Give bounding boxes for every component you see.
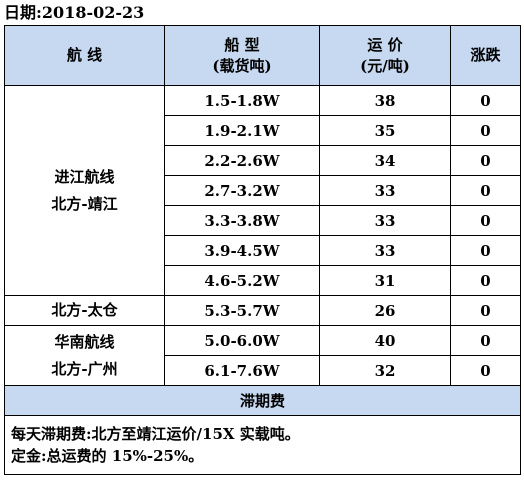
table-row: 进江航线 北方-靖江 1.5-1.8W 38 0 bbox=[4, 85, 521, 296]
ship-type-cell: 2.2-2.6W bbox=[164, 145, 320, 176]
route-line2: 北方-广州 bbox=[51, 359, 118, 378]
ship-type-cell: 5.0-6.0W bbox=[164, 325, 320, 356]
route-line1: 华南航线 bbox=[54, 332, 115, 351]
rate-cell: 33 bbox=[319, 205, 451, 236]
header-ship-type-line1: 船 型 bbox=[224, 35, 260, 54]
rate-cell: 40 bbox=[319, 325, 451, 356]
table-row: 北方-太仓 5.3-5.7W 26 0 bbox=[4, 295, 521, 326]
change-cell: 0 bbox=[450, 175, 521, 206]
header-row: 航 线 船 型 (载货吨) 运 价 (元/吨) 涨跌 bbox=[4, 25, 521, 86]
deposit-note: 定金:总运费的 15%-25%。 bbox=[11, 447, 204, 465]
ship-type-cell: 6.1-7.6W bbox=[164, 355, 320, 386]
rate-cell: 33 bbox=[319, 175, 451, 206]
change-cell: 0 bbox=[450, 145, 521, 176]
rate-cell: 33 bbox=[319, 235, 451, 266]
change-cell: 0 bbox=[450, 325, 521, 356]
table-row: 2.7-3.2W 33 0 bbox=[5, 175, 521, 206]
header-rate-line2: (元/吨) bbox=[360, 56, 410, 75]
change-cell: 0 bbox=[450, 355, 521, 386]
change-cell: 0 bbox=[450, 265, 521, 296]
ship-type-cell: 1.5-1.8W bbox=[164, 85, 320, 116]
ship-type-cell: 2.7-3.2W bbox=[164, 175, 320, 206]
table-row: 华南航线 北方-广州 5.0-6.0W 40 0 bbox=[4, 325, 521, 386]
header-ship-type: 船 型 (载货吨) bbox=[164, 25, 320, 86]
header-rate: 运 价 (元/吨) bbox=[319, 25, 451, 86]
demurrage-title: 滞期费 bbox=[4, 385, 521, 416]
rate-cell: 38 bbox=[319, 85, 451, 116]
ship-type-cell: 5.3-5.7W bbox=[164, 295, 320, 326]
freight-rate-table: 航 线 船 型 (载货吨) 运 价 (元/吨) 涨跌 进江航线 北方-靖江 1.… bbox=[4, 25, 521, 475]
rate-cell: 35 bbox=[319, 115, 451, 146]
route-cell-taicang: 北方-太仓 bbox=[4, 295, 165, 326]
rate-cell: 34 bbox=[319, 145, 451, 176]
table-row: 6.1-7.6W 32 0 bbox=[5, 355, 521, 386]
table-row: 3.3-3.8W 33 0 bbox=[5, 205, 521, 236]
ship-type-cell: 3.9-4.5W bbox=[164, 235, 320, 266]
header-change-label: 涨跌 bbox=[470, 46, 501, 64]
rate-cell: 26 bbox=[319, 295, 451, 326]
rate-cell: 32 bbox=[319, 355, 451, 386]
date-value: 2018-02-23 bbox=[41, 3, 145, 22]
ship-type-cell: 1.9-2.1W bbox=[164, 115, 320, 146]
demurrage-header-row: 滞期费 bbox=[4, 385, 521, 416]
header-route-label: 航 线 bbox=[66, 46, 103, 64]
ship-type-cell: 3.3-3.8W bbox=[164, 205, 320, 236]
route-line1: 进江航线 bbox=[54, 167, 115, 186]
header-change: 涨跌 bbox=[450, 25, 521, 86]
date-label: 日期: bbox=[4, 3, 42, 22]
header-ship-type-line2: (载货吨) bbox=[212, 56, 272, 75]
table-row: 3.9-4.5W 33 0 bbox=[5, 235, 521, 266]
route-cell-jiangjiang: 进江航线 北方-靖江 bbox=[4, 85, 165, 296]
demurrage-fee-note: 每天滞期费:北方至靖江运价/15X 实载吨。 bbox=[11, 425, 300, 443]
demurrage-notes: 每天滞期费:北方至靖江运价/15X 实载吨。 定金:总运费的 15%-25%。 bbox=[4, 415, 521, 475]
header-rate-line1: 运 价 bbox=[367, 35, 403, 54]
route-line1: 北方-太仓 bbox=[51, 301, 118, 319]
route-cell-guangzhou: 华南航线 北方-广州 bbox=[4, 325, 165, 386]
change-cell: 0 bbox=[450, 85, 521, 116]
table-row: 1.9-2.1W 35 0 bbox=[5, 115, 521, 146]
change-cell: 0 bbox=[450, 235, 521, 266]
date-line: 日期:2018-02-23 bbox=[4, 2, 144, 24]
ship-type-cell: 4.6-5.2W bbox=[164, 265, 320, 296]
rate-cell: 31 bbox=[319, 265, 451, 296]
change-cell: 0 bbox=[450, 295, 521, 326]
route-line2: 北方-靖江 bbox=[51, 194, 118, 213]
change-cell: 0 bbox=[450, 205, 521, 236]
header-route: 航 线 bbox=[4, 25, 165, 86]
change-cell: 0 bbox=[450, 115, 521, 146]
demurrage-notes-row: 每天滞期费:北方至靖江运价/15X 实载吨。 定金:总运费的 15%-25%。 bbox=[4, 415, 521, 475]
